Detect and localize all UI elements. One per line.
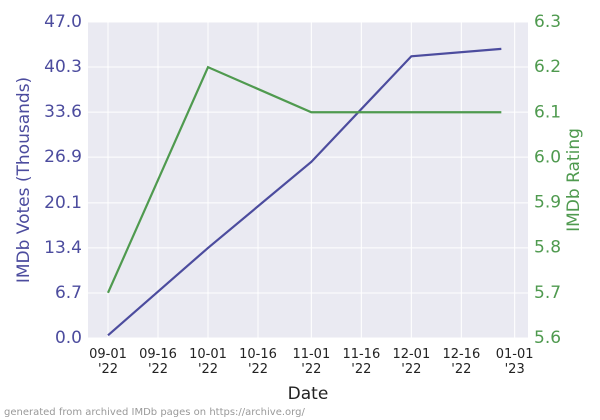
y-tick-label: 6.7 [55,283,82,303]
y2-tick-label: 5.6 [534,328,561,348]
series-line [106,65,502,294]
y2-tick-label: 6.0 [534,147,561,167]
x-tick-label: 11-16 '22 [342,347,381,377]
y2-tick-label: 5.7 [534,283,561,303]
x-tick-label: 11-01 '22 [292,347,331,377]
y2-tick-label: 6.1 [534,102,561,122]
y-tick-label: 20.1 [44,193,82,213]
y-tick-label: 13.4 [44,238,82,258]
y-tick-label: 33.6 [44,102,82,122]
x-axis-label: Date [288,384,329,404]
y-tick-label: 26.9 [44,147,82,167]
y2-tick-label: 6.3 [534,12,561,32]
y-tick-label: 40.3 [44,57,82,77]
y2-tick-label: 5.9 [534,193,561,213]
y-axis-label: IMDb Votes (Thousands) [14,77,34,283]
x-tick-label: 01-01 '23 [495,347,534,377]
y-tick-label: 0.0 [55,328,82,348]
x-tick-label: 09-16 '22 [139,347,177,377]
series-line [107,47,502,337]
x-tick-label: 10-01 '22 [189,347,227,377]
y2-axis-label: IMDb Rating [564,128,584,232]
y2-tick-label: 6.2 [534,57,561,77]
footer: generated from archived IMDb pages on ht… [4,407,305,418]
x-tick-label: 12-16 '22 [442,347,481,377]
y-tick-label: 47.0 [44,12,82,32]
x-tick-label: 10-16 '22 [239,347,277,377]
x-tick-label: 12-01 '22 [392,347,431,377]
y2-tick-label: 5.8 [534,238,561,258]
x-tick-label: 09-01 '22 [89,347,127,377]
plot-area [88,22,528,338]
